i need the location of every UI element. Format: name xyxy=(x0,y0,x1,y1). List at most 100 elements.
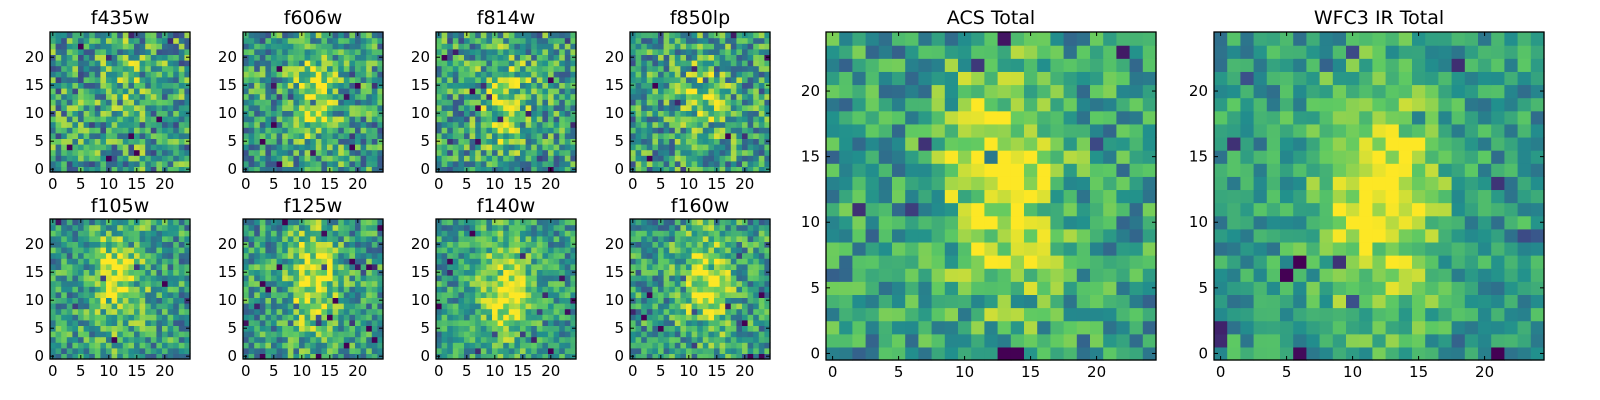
heatmap-cell xyxy=(663,132,670,139)
heatmap-cell xyxy=(243,331,250,338)
heatmap-cell xyxy=(248,144,255,151)
heatmap-cell xyxy=(652,48,659,55)
heatmap-cell xyxy=(349,65,356,72)
heatmap-cell xyxy=(475,258,482,265)
heatmap-cell xyxy=(548,319,555,326)
heatmap-cell xyxy=(134,269,141,276)
heatmap-cell xyxy=(72,286,79,293)
heatmap-cell xyxy=(725,54,732,61)
heatmap-cell xyxy=(178,144,185,151)
heatmap-cell xyxy=(691,76,698,83)
heatmap-cell xyxy=(564,132,571,139)
heatmap-cell xyxy=(78,241,85,248)
heatmap-cell xyxy=(254,269,261,276)
heatmap-cell xyxy=(514,230,521,237)
heatmap-cell xyxy=(469,291,476,298)
heatmap-cell xyxy=(553,116,560,123)
heatmap-cell xyxy=(520,93,527,100)
heatmap-cell xyxy=(254,342,261,349)
heatmap-cell xyxy=(72,149,79,156)
heatmap-cell xyxy=(122,155,129,162)
heatmap-cell xyxy=(254,93,261,100)
heatmap-cell xyxy=(321,60,328,67)
heatmap-cell xyxy=(178,258,185,265)
heatmap-cell xyxy=(441,347,448,354)
heatmap-cell xyxy=(111,252,118,259)
heatmap-cell xyxy=(304,347,311,354)
heatmap-cell xyxy=(559,160,566,167)
heatmap-cell xyxy=(145,60,152,67)
heatmap-cell xyxy=(508,342,515,349)
heatmap-cell xyxy=(764,76,771,83)
heatmap-cell xyxy=(139,60,146,67)
heatmap-cell xyxy=(469,347,476,354)
heatmap-cell xyxy=(753,99,760,106)
heatmap-cell xyxy=(630,60,637,67)
heatmap-cell xyxy=(646,347,653,354)
heatmap-cell xyxy=(663,99,670,106)
heatmap-cell xyxy=(338,132,345,139)
heatmap-cell xyxy=(254,37,261,44)
heatmap-cell xyxy=(100,93,107,100)
heatmap-cell xyxy=(464,132,471,139)
heatmap-cell xyxy=(503,263,510,270)
heatmap-cell xyxy=(139,138,146,145)
heatmap-cell xyxy=(100,269,107,276)
heatmap-cell xyxy=(299,331,306,338)
heatmap-cell xyxy=(259,235,266,242)
heatmap-cell xyxy=(355,325,362,332)
heatmap-cell xyxy=(243,76,250,83)
heatmap-cell xyxy=(248,331,255,338)
heatmap-cell xyxy=(525,263,532,270)
heatmap-cell xyxy=(486,275,493,282)
heatmap-cell xyxy=(145,149,152,156)
heatmap-cell xyxy=(61,263,68,270)
heatmap-cell xyxy=(94,93,101,100)
heatmap-cell xyxy=(758,286,765,293)
heatmap-cell xyxy=(697,32,704,39)
heatmap-cell xyxy=(475,219,482,226)
heatmap-cell xyxy=(548,104,555,111)
heatmap-cell xyxy=(377,308,384,315)
heatmap-cell xyxy=(663,121,670,128)
heatmap-cell xyxy=(173,303,180,310)
heatmap-cell xyxy=(371,258,378,265)
heatmap-cell xyxy=(570,65,577,72)
heatmap-cell xyxy=(520,48,527,55)
heatmap-cell xyxy=(764,275,771,282)
heatmap-cell xyxy=(343,258,350,265)
heatmap-cell xyxy=(630,336,637,343)
heatmap-cell xyxy=(730,71,737,78)
heatmap-cell xyxy=(178,263,185,270)
heatmap-cell xyxy=(287,76,294,83)
heatmap-cell xyxy=(122,319,129,326)
heatmap-cell xyxy=(641,342,648,349)
heatmap-cell xyxy=(134,303,141,310)
heatmap-cell xyxy=(299,303,306,310)
heatmap-cell xyxy=(492,76,499,83)
heatmap-cell xyxy=(747,331,754,338)
heatmap-cell xyxy=(697,99,704,106)
heatmap-cell xyxy=(447,235,454,242)
heatmap-cell xyxy=(61,54,68,61)
heatmap-cell xyxy=(548,336,555,343)
heatmap-cell xyxy=(162,247,169,254)
heatmap-cell xyxy=(366,235,373,242)
heatmap-cell xyxy=(156,149,163,156)
heatmap-cell xyxy=(315,54,322,61)
heatmap-cell xyxy=(150,166,157,173)
heatmap-cell xyxy=(50,280,57,287)
heatmap-cell xyxy=(758,76,765,83)
heatmap-cell xyxy=(100,263,107,270)
heatmap-cell xyxy=(259,291,266,298)
heatmap-cell xyxy=(122,325,129,332)
heatmap-cell xyxy=(145,219,152,226)
heatmap-cell xyxy=(355,54,362,61)
heatmap-cell xyxy=(287,269,294,276)
heatmap-cell xyxy=(531,37,538,44)
heatmap-cell xyxy=(293,88,300,95)
heatmap-cell xyxy=(753,76,760,83)
heatmap-cell xyxy=(719,314,726,321)
heatmap-cell xyxy=(304,303,311,310)
heatmap-cell xyxy=(736,82,743,89)
